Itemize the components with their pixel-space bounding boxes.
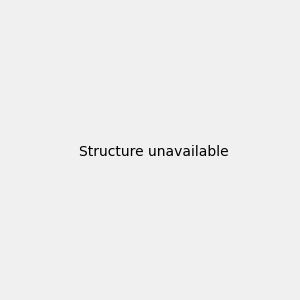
Text: Structure unavailable: Structure unavailable [79,145,229,158]
